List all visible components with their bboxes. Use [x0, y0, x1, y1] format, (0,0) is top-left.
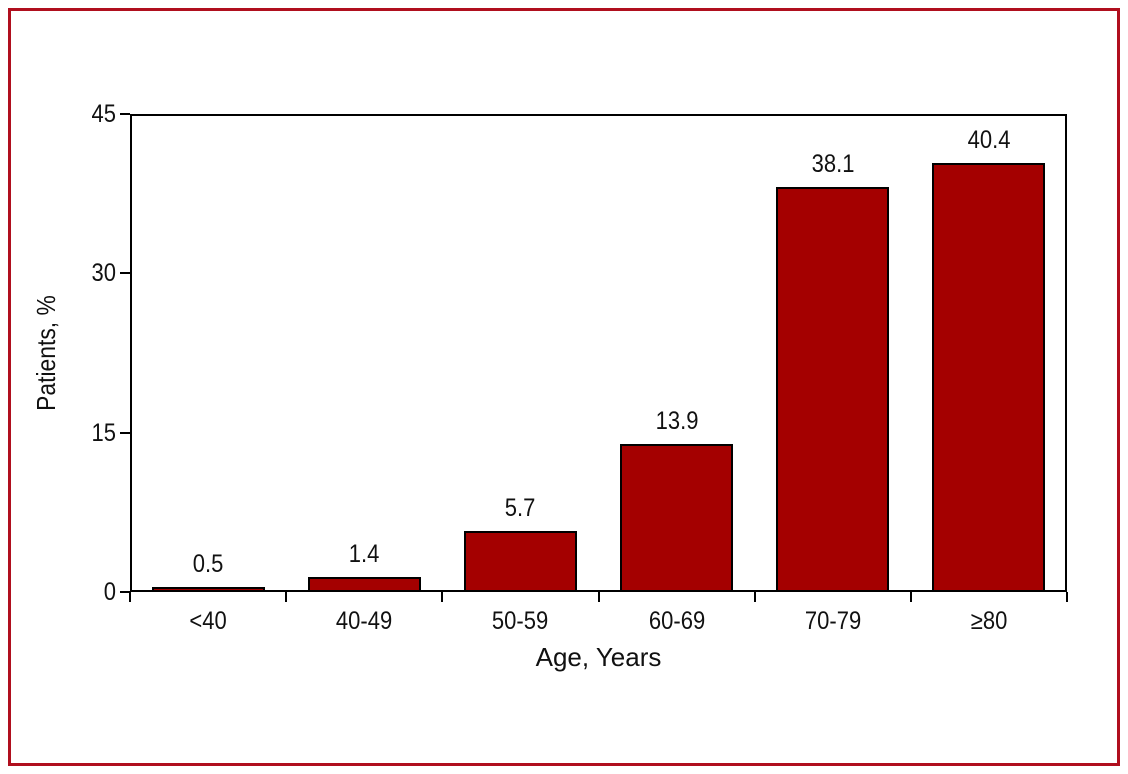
x-tick	[129, 592, 131, 602]
plot-frame	[130, 114, 1067, 592]
x-tick	[1066, 592, 1068, 602]
y-tick-label: 45	[91, 100, 116, 128]
x-tick	[285, 592, 288, 602]
y-tick	[120, 431, 130, 434]
x-category-label: <40	[189, 607, 227, 635]
y-axis-title: Patients, %	[31, 295, 61, 411]
bar	[620, 444, 734, 592]
x-axis-title: Age, Years	[535, 642, 662, 672]
x-category-label: 70-79	[804, 607, 861, 635]
x-category-label: ≥80	[970, 607, 1008, 635]
y-tick-label: 15	[91, 418, 116, 447]
bar-value-label: 1.4	[348, 540, 380, 569]
y-tick	[120, 272, 130, 275]
y-tick-label: 30	[91, 259, 116, 288]
x-tick	[597, 592, 600, 602]
bar-value-label: 40.4	[967, 125, 1011, 154]
bar-value-label: 5.7	[505, 494, 536, 523]
bar	[932, 162, 1046, 592]
bar-value-label: 38.1	[811, 150, 855, 179]
bar-value-label: 13.9	[655, 407, 698, 436]
x-tick	[909, 592, 912, 602]
bar	[776, 187, 890, 592]
y-tick	[120, 591, 130, 593]
y-tick-label: 0	[103, 578, 116, 606]
x-category-label: 40-49	[336, 607, 393, 635]
y-tick	[120, 113, 130, 115]
x-tick	[753, 592, 756, 602]
x-category-label: 60-69	[648, 607, 705, 635]
bar	[151, 586, 265, 592]
x-category-label: 50-59	[492, 607, 549, 635]
bar	[307, 577, 421, 592]
bar-value-label: 0.5	[192, 549, 224, 578]
bar	[463, 531, 577, 592]
x-tick	[441, 592, 444, 602]
